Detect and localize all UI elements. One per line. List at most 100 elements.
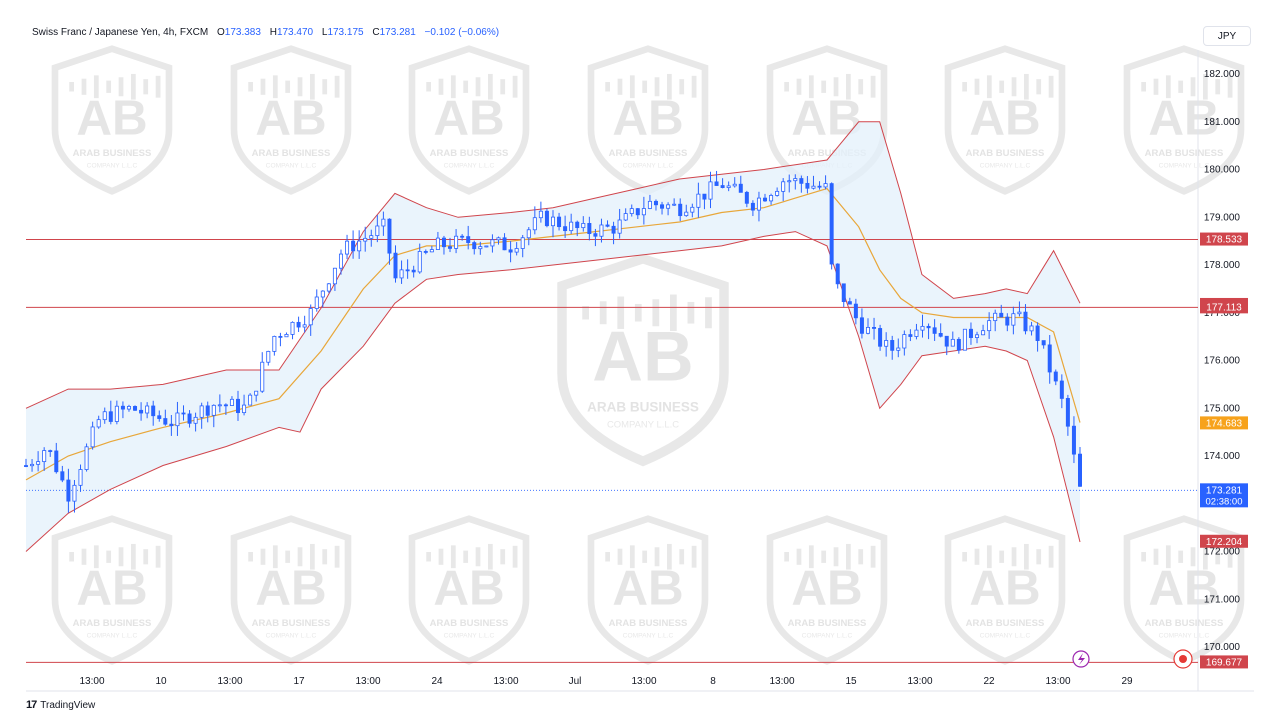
watermark-monogram: AB xyxy=(1148,90,1219,145)
x-tick-label: 13:00 xyxy=(355,676,380,687)
watermark-monogram: AB xyxy=(1148,560,1219,615)
candle xyxy=(23,458,28,468)
x-tick-label: 13:00 xyxy=(907,676,932,687)
candle-body xyxy=(48,450,53,452)
candle xyxy=(102,407,107,424)
x-tick-label: 13:00 xyxy=(631,676,656,687)
target-marker-icon[interactable] xyxy=(1173,649,1193,669)
candle xyxy=(296,316,301,332)
watermark-title: ARAB BUSINESS xyxy=(430,618,509,629)
candle-body xyxy=(151,405,156,417)
candle-body xyxy=(472,242,477,250)
candle-body xyxy=(799,178,804,184)
candle xyxy=(756,191,761,222)
candle xyxy=(835,263,840,289)
candle-body xyxy=(387,218,392,254)
candle-body xyxy=(229,398,234,406)
candle-body xyxy=(90,426,95,448)
candle-body xyxy=(345,240,350,255)
candle-body xyxy=(902,334,907,349)
candle-body xyxy=(399,269,404,279)
watermark-title: ARAB BUSINESS xyxy=(252,618,331,629)
candle xyxy=(660,201,665,215)
candle xyxy=(496,236,501,245)
candle-body xyxy=(1029,325,1034,332)
candle-body xyxy=(478,246,483,250)
candle-body xyxy=(302,324,307,328)
candle xyxy=(126,404,131,412)
candle xyxy=(272,335,277,356)
candle xyxy=(181,405,186,421)
candle xyxy=(520,234,525,258)
candle-body xyxy=(266,350,271,363)
alert-flash-icon[interactable] xyxy=(1072,650,1090,668)
candle-body xyxy=(338,253,343,269)
candle-body xyxy=(635,208,640,216)
candle-body xyxy=(84,446,89,470)
tradingview-name: TradingView xyxy=(40,699,96,711)
currency-button[interactable]: JPY xyxy=(1203,26,1251,46)
candle xyxy=(653,199,658,211)
watermark-monogram: AB xyxy=(612,560,683,615)
candle xyxy=(593,228,598,247)
last-price-label-text: 173.281 xyxy=(1206,485,1243,496)
candle-body xyxy=(623,213,628,221)
candle xyxy=(987,312,992,339)
candle xyxy=(326,282,331,294)
watermark-title: ARAB BUSINESS xyxy=(587,399,699,414)
candle xyxy=(108,400,113,425)
x-tick-label: 13:00 xyxy=(79,676,104,687)
candle xyxy=(478,241,483,255)
candle xyxy=(817,181,822,190)
candle-body xyxy=(181,412,186,415)
candle xyxy=(169,415,174,436)
candle xyxy=(1011,306,1016,335)
candle xyxy=(466,225,471,250)
candle xyxy=(393,245,398,283)
candle xyxy=(1065,394,1070,436)
candle-body xyxy=(944,335,949,347)
candle xyxy=(502,233,507,251)
candle xyxy=(805,176,810,194)
candle-body xyxy=(102,411,107,421)
candle-body xyxy=(217,404,222,407)
level-178533-label: 178.533 xyxy=(1200,232,1248,246)
watermark-shield-icon: AB ARAB BUSINESS COMPANY L.L.C xyxy=(587,515,709,665)
candle-body xyxy=(914,329,919,337)
candle-body xyxy=(1053,371,1058,382)
tradingview-brand[interactable]: 17 TradingView xyxy=(26,699,95,711)
candle xyxy=(387,218,392,265)
candle-body xyxy=(54,450,59,473)
candle xyxy=(308,304,313,336)
candle xyxy=(732,177,737,188)
candle-body xyxy=(738,183,743,193)
candle-body xyxy=(133,406,138,411)
candle xyxy=(114,400,119,425)
candle-body xyxy=(296,321,301,328)
change-value: −0.102 (−0.06%) xyxy=(424,27,500,38)
candle xyxy=(514,242,519,256)
candle-body xyxy=(672,203,677,206)
candle xyxy=(526,227,531,246)
candle xyxy=(993,309,998,332)
x-tick-label: 10 xyxy=(155,676,167,687)
candle-body xyxy=(653,200,658,206)
watermark-title: ARAB BUSINESS xyxy=(966,148,1045,159)
candle-body xyxy=(908,334,913,337)
candle-body xyxy=(169,423,174,427)
watermark-subtitle: COMPANY L.L.C xyxy=(623,163,674,170)
candle-body xyxy=(975,334,980,338)
x-tick-label: Jul xyxy=(569,676,582,687)
candle-body xyxy=(332,267,337,285)
candle-body xyxy=(526,229,531,239)
candle-body xyxy=(30,463,35,467)
watermark-subtitle: COMPANY L.L.C xyxy=(87,633,138,640)
candle-body xyxy=(1023,311,1028,332)
y-tick-label: 182.000 xyxy=(1204,69,1241,80)
y-tick-label: 175.000 xyxy=(1204,403,1241,414)
high-label: H xyxy=(269,27,277,38)
candle xyxy=(375,215,380,243)
candle xyxy=(1059,374,1064,409)
candle-body xyxy=(968,328,973,338)
